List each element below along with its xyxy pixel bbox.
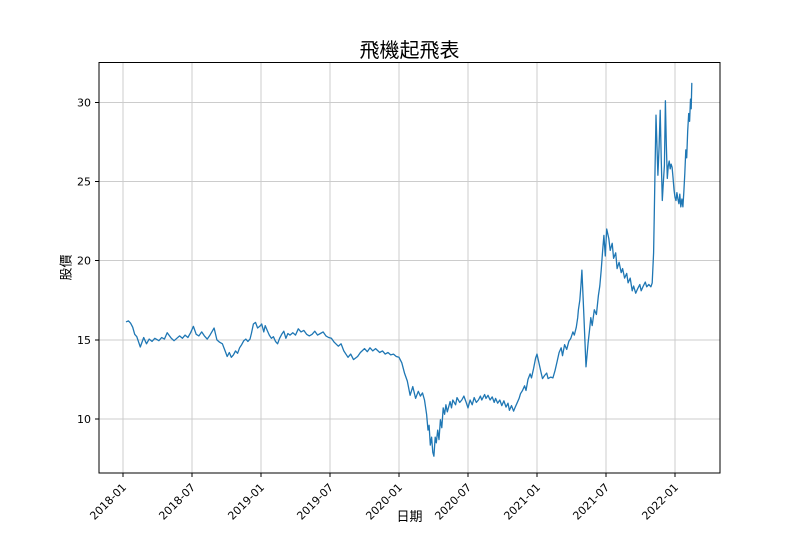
chart-title: 飛機起飛表: [359, 38, 460, 62]
y-tick-label: 30: [77, 96, 91, 109]
y-tick-label: 15: [77, 334, 91, 347]
x-axis-label: 日期: [396, 510, 423, 525]
plot-border: [98, 62, 721, 474]
y-tick-label: 20: [77, 255, 91, 268]
y-tick-label: 10: [77, 413, 91, 426]
y-tick-label: 25: [77, 176, 91, 189]
price-line-series: [125, 82, 693, 457]
y-axis-label: 股價: [59, 254, 75, 281]
